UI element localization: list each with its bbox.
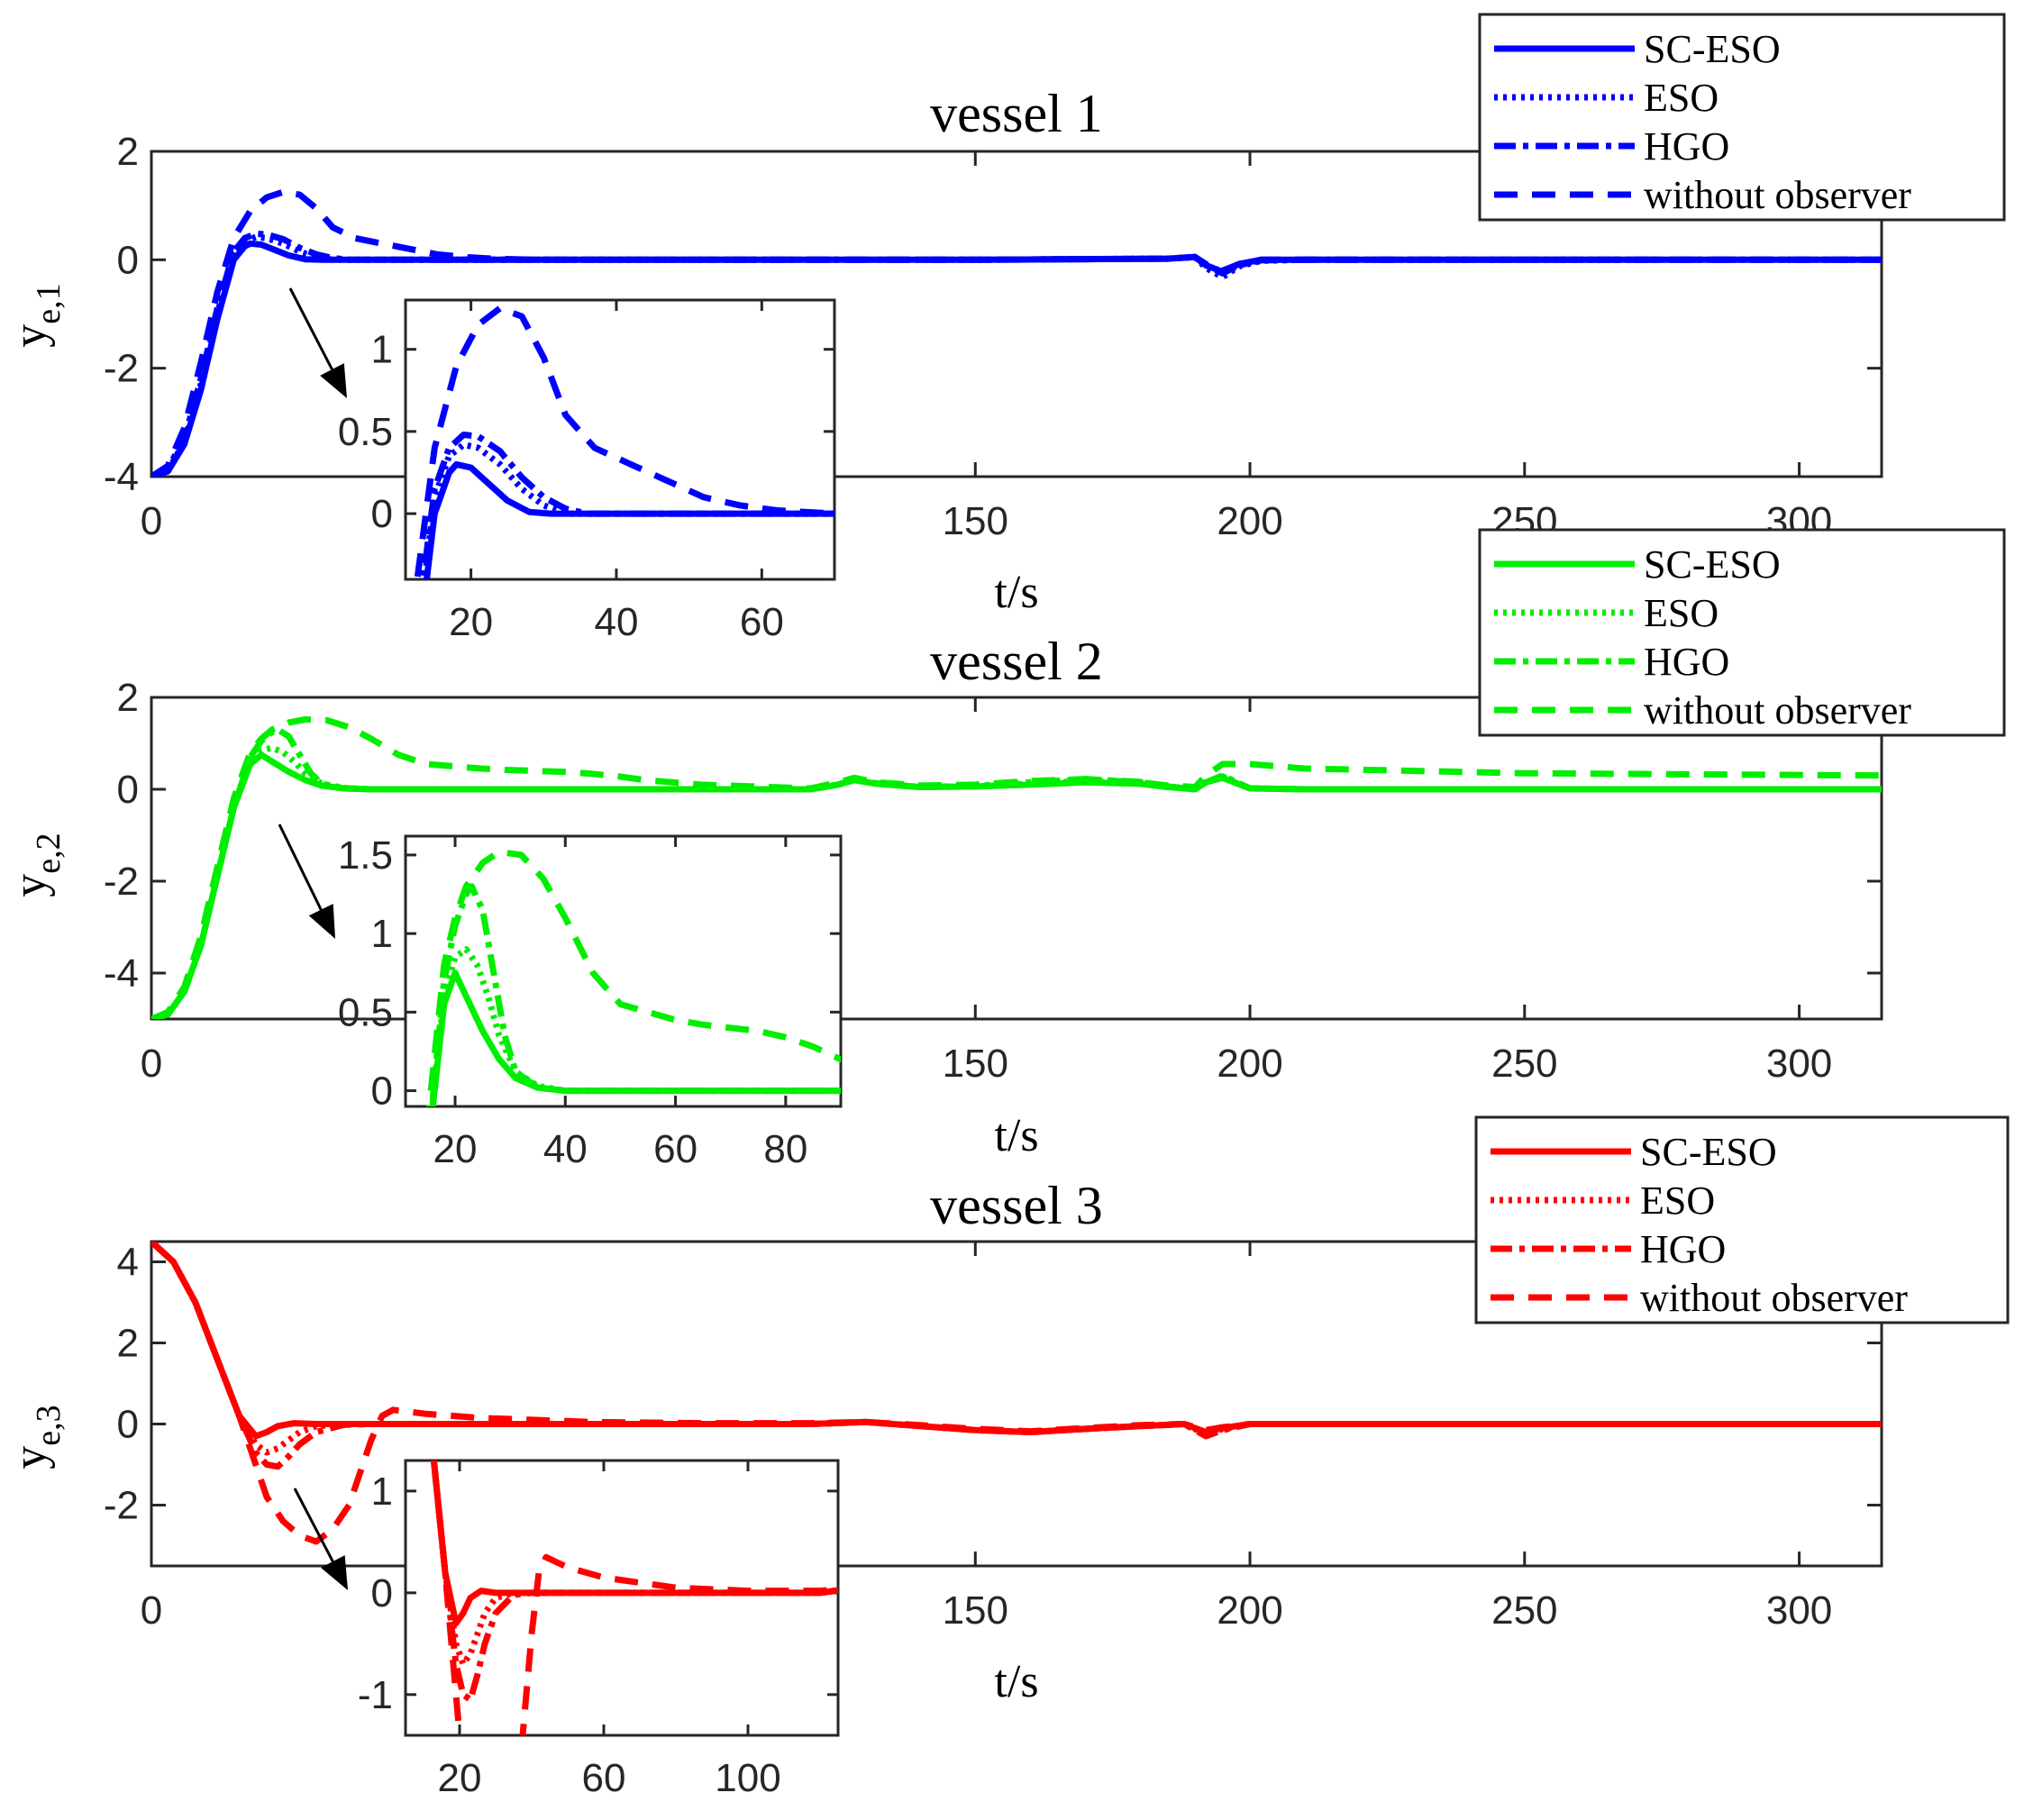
inset-series-eso [430,1461,838,1668]
x-axis-label: t/s [994,1656,1038,1707]
inset-axes-box [404,298,836,581]
x-tick-label: 150 [943,1588,1008,1633]
legend-label: HGO [1644,640,1729,684]
inset-y-tick-label: -1 [358,1673,393,1717]
main-series-without-observer [151,1242,1882,1545]
y-axis-label-subscript: e,2 [30,833,68,873]
inset-x-tick-label: 60 [740,600,784,644]
legend-label: ESO [1644,591,1719,635]
y-axis-label-subscript: e,3 [30,1405,68,1445]
inset-y-tick-label: 0.5 [338,410,393,454]
legend-label: without observer [1644,688,1911,733]
chart-title: vessel 2 [930,632,1103,691]
y-axis-label-base: y [5,1446,56,1470]
x-tick-label: 200 [1217,499,1282,543]
main-series-without-observer [151,716,1882,1019]
y-tick-label: 0 [117,238,139,282]
y-tick-label: 4 [117,1241,139,1285]
inset-x-tick-label: 80 [763,1127,807,1171]
main-series-without-observer [151,188,1882,477]
x-tick-label: 300 [1766,1588,1832,1633]
inset-vessel-3: 20 60 100 -1 0 1 [358,1459,840,1800]
y-tick-label: -2 [104,860,139,904]
inset-series-without-observer [430,1461,838,1735]
legend-label: HGO [1644,124,1729,168]
x-tick-label: 200 [1217,1042,1282,1086]
x-tick-label: 0 [141,499,162,543]
y-tick-label: 2 [117,676,139,720]
y-tick-label: -4 [104,951,139,996]
inset-y-tick-label: 1 [371,1470,393,1514]
y-tick-label: -2 [104,1484,139,1528]
zoom-arrow-head [320,363,347,398]
inset-y-tick-label: 0 [371,1069,393,1114]
inset-y-tick-label: 1 [371,328,393,372]
inset-y-tick-label: 0 [371,1571,393,1615]
inset-x-tick-label: 20 [433,1127,478,1171]
inset-x-tick-label: 20 [449,600,493,644]
y-tick-label: 0 [117,768,139,812]
inset-x-tick-label: 60 [653,1127,697,1171]
x-tick-label: 150 [943,1042,1008,1086]
inset-x-tick-label: 60 [582,1756,626,1800]
inset-x-tick-label: 20 [438,1756,482,1800]
y-axis-label-base: y [5,874,56,897]
y-tick-label: -4 [104,455,139,499]
y-tick-label: 0 [117,1403,139,1447]
zoom-arrow-head [321,1555,348,1590]
zoom-arrow-shaft [293,1488,342,1575]
legend-label: without observer [1644,173,1911,217]
inset-vessel-1: 20 40 60 0 0.5 1 [338,298,836,644]
x-axis-label: t/s [994,1110,1038,1161]
inset-series-eso [429,946,841,1106]
inset-y-tick-label: 0 [371,492,393,536]
y-axis-label: ye,1 [5,283,68,347]
x-axis-label: t/s [994,567,1038,618]
inset-x-tick-label: 40 [594,600,638,644]
x-tick-label: 200 [1217,1588,1282,1633]
x-tick-label: 300 [1766,1042,1832,1086]
y-axis-label-subscript: e,1 [30,283,68,323]
legend-label: SC-ESO [1644,27,1781,71]
y-axis-label: ye,3 [5,1405,68,1469]
chart-title: vessel 3 [930,1176,1103,1235]
legend-label: SC-ESO [1640,1130,1777,1174]
inset-y-tick-label: 1 [371,912,393,956]
zoom-arrow-shaft [288,287,341,383]
inset-x-tick-label: 40 [543,1127,588,1171]
inset-axes-box [404,1459,840,1737]
x-tick-label: 0 [141,1042,162,1086]
inset-y-tick-label: 0.5 [338,990,393,1034]
y-tick-label: 2 [117,130,139,174]
inset-x-tick-label: 100 [715,1756,780,1800]
x-tick-label: 0 [141,1588,162,1633]
legend-label: SC-ESO [1644,542,1781,587]
y-tick-label: -2 [104,347,139,391]
inset-axes-box [404,834,843,1108]
chart-title: vessel 1 [930,84,1103,143]
legend-label: ESO [1644,76,1719,120]
x-tick-label: 250 [1491,1588,1557,1633]
x-tick-label: 150 [943,499,1008,543]
y-tick-label: 2 [117,1322,139,1366]
inset-vessel-2: 20 40 60 80 0 0.5 1 1.5 [338,833,843,1171]
panel-vessel-2: 0 150 200 250 300 -4 -2 0 2 vessel 2 t/s ye,2 20 40 60… [5,632,1883,1171]
y-axis-label: ye,2 [5,833,68,896]
zoom-arrow-head [308,904,335,939]
main-series-hgo [151,1242,1882,1470]
x-tick-label: 250 [1491,1042,1557,1086]
main-series-hgo [151,726,1882,1019]
inset-series-without-observer [425,848,841,1106]
legend-label: HGO [1640,1227,1726,1271]
inset-y-tick-label: 1.5 [338,833,393,878]
y-axis-label-base: y [5,324,56,348]
legend-label: ESO [1640,1178,1715,1223]
zoom-arrow-shaft [278,824,329,924]
legend-label: without observer [1640,1276,1908,1320]
